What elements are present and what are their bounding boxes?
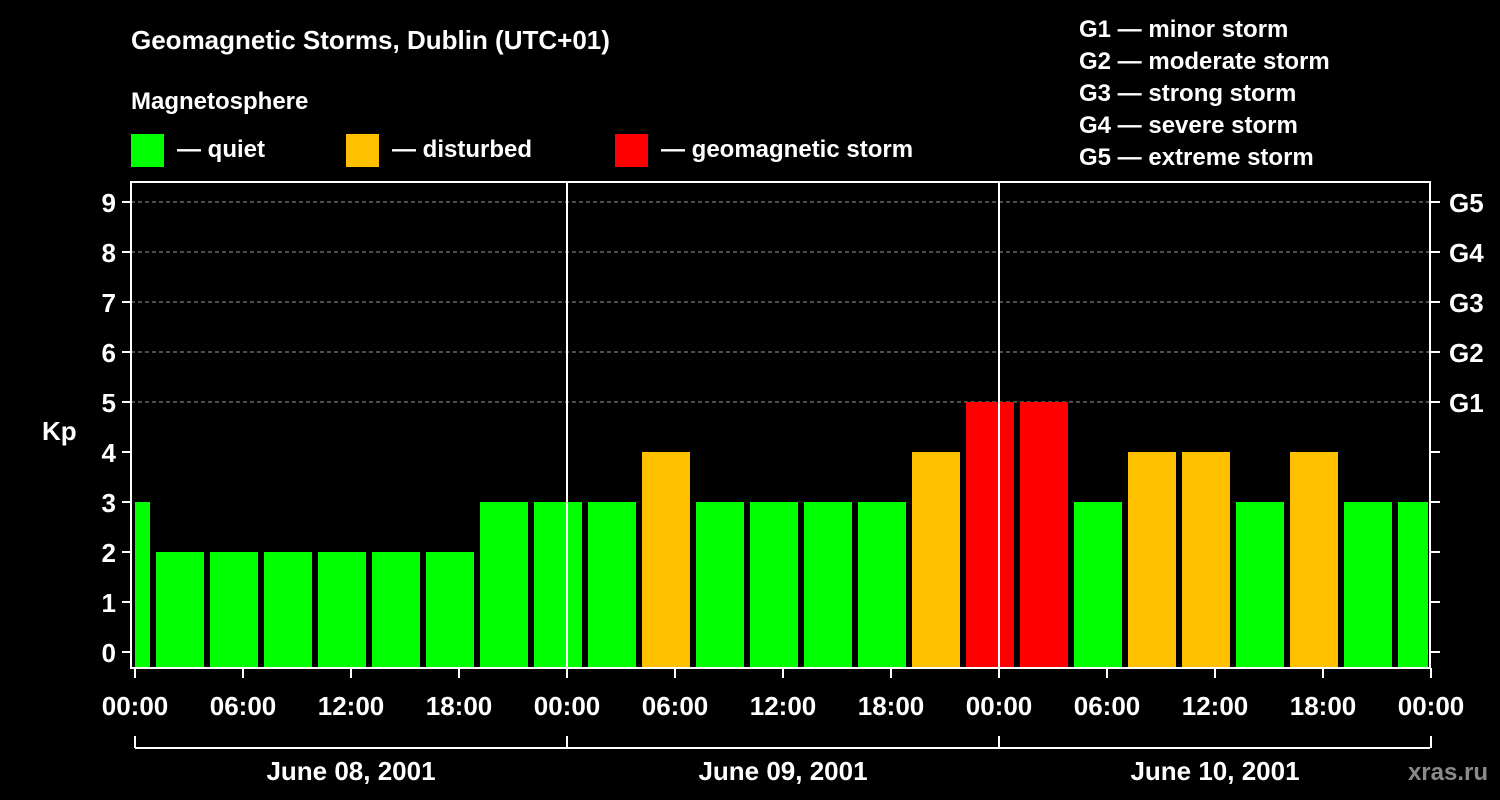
kp-bar bbox=[264, 552, 312, 668]
y-tick-label: 2 bbox=[102, 538, 116, 568]
x-tick-label: 12:00 bbox=[750, 691, 817, 721]
kp-bar bbox=[1398, 502, 1428, 668]
kp-bar bbox=[750, 502, 798, 668]
storm-scale-item: G2 — moderate storm bbox=[1079, 48, 1330, 75]
kp-bar bbox=[696, 502, 744, 668]
legend-label: — quiet bbox=[177, 136, 265, 163]
bars bbox=[135, 402, 1428, 668]
kp-bar bbox=[912, 452, 960, 668]
g-level-label: G5 bbox=[1449, 188, 1484, 218]
legend-swatch bbox=[615, 134, 648, 167]
kp-bar bbox=[534, 502, 582, 668]
x-tick-label: 00:00 bbox=[966, 691, 1033, 721]
y-tick-label: 0 bbox=[102, 638, 116, 668]
kp-bar bbox=[858, 502, 906, 668]
legend-swatch bbox=[346, 134, 379, 167]
g-level-label: G2 bbox=[1449, 338, 1484, 368]
legend-label: — geomagnetic storm bbox=[661, 136, 913, 163]
x-tick-label: 18:00 bbox=[1290, 691, 1357, 721]
legend-label: — disturbed bbox=[392, 136, 532, 163]
g-level-label: G4 bbox=[1449, 238, 1484, 268]
x-tick-label: 18:00 bbox=[858, 691, 925, 721]
kp-bar bbox=[1128, 452, 1176, 668]
g-level-label: G3 bbox=[1449, 288, 1484, 318]
kp-bar bbox=[372, 552, 420, 668]
kp-bar bbox=[1344, 502, 1392, 668]
kp-bar bbox=[156, 552, 204, 668]
legend: — quiet — disturbed — geomagnetic storm bbox=[131, 134, 913, 167]
x-tick-label: 06:00 bbox=[642, 691, 709, 721]
x-tick-label: 00:00 bbox=[1398, 691, 1465, 721]
x-tick-label: 00:00 bbox=[534, 691, 601, 721]
kp-bar bbox=[1182, 452, 1230, 668]
y-axis-label: Kp bbox=[42, 416, 77, 446]
kp-bar bbox=[318, 552, 366, 668]
y-tick-label: 1 bbox=[102, 588, 116, 618]
date-label: June 09, 2001 bbox=[698, 756, 867, 786]
storm-scale-item: G1 — minor storm bbox=[1079, 16, 1288, 43]
g-level-label: G1 bbox=[1449, 388, 1484, 418]
storm-scale-item: G5 — extreme storm bbox=[1079, 144, 1314, 171]
kp-bar bbox=[588, 502, 636, 668]
kp-bar bbox=[1290, 452, 1338, 668]
legend-title: Magnetosphere bbox=[131, 88, 308, 115]
kp-bar bbox=[1236, 502, 1284, 668]
storm-scale-item: G4 — severe storm bbox=[1079, 112, 1298, 139]
y-tick-label: 9 bbox=[102, 188, 116, 218]
y-tick-label: 4 bbox=[102, 438, 117, 468]
date-label: June 08, 2001 bbox=[266, 756, 435, 786]
kp-bar bbox=[1020, 402, 1068, 668]
kp-bar bbox=[966, 402, 1014, 668]
kp-bar bbox=[642, 452, 690, 668]
x-tick-label: 00:00 bbox=[102, 691, 169, 721]
x-tick-label: 06:00 bbox=[210, 691, 277, 721]
y-tick-label: 8 bbox=[102, 238, 116, 268]
plot-frame bbox=[130, 181, 1431, 669]
kp-bar bbox=[426, 552, 474, 668]
storm-scale-item: G3 — strong storm bbox=[1079, 80, 1296, 107]
x-tick-label: 06:00 bbox=[1074, 691, 1141, 721]
grid bbox=[131, 201, 1430, 403]
x-tick-label: 12:00 bbox=[318, 691, 385, 721]
kp-bar bbox=[804, 502, 852, 668]
y-tick-label: 6 bbox=[102, 338, 116, 368]
axes: 0 1 2 3 4 5 6 7 8 9 G1 G2 G3 G4 G5 00:00 06:00 12:00 18:00… bbox=[102, 181, 1484, 786]
chart-title: Geomagnetic Storms, Dublin (UTC+01) bbox=[131, 25, 610, 55]
legend-swatch bbox=[131, 134, 164, 167]
y-tick-label: 7 bbox=[102, 288, 116, 318]
y-tick-label: 5 bbox=[102, 388, 116, 418]
storm-scale-legend: G1 — minor storm G2 — moderate storm G3 — … bbox=[1079, 16, 1330, 171]
kp-bar bbox=[210, 552, 258, 668]
kp-bar bbox=[1074, 502, 1122, 668]
x-tick-label: 18:00 bbox=[426, 691, 493, 721]
x-tick-label: 12:00 bbox=[1182, 691, 1249, 721]
kp-bar bbox=[480, 502, 528, 668]
date-label: June 10, 2001 bbox=[1130, 756, 1299, 786]
y-tick-label: 3 bbox=[102, 488, 116, 518]
watermark: xras.ru bbox=[1408, 759, 1488, 786]
kp-bar bbox=[135, 502, 150, 668]
